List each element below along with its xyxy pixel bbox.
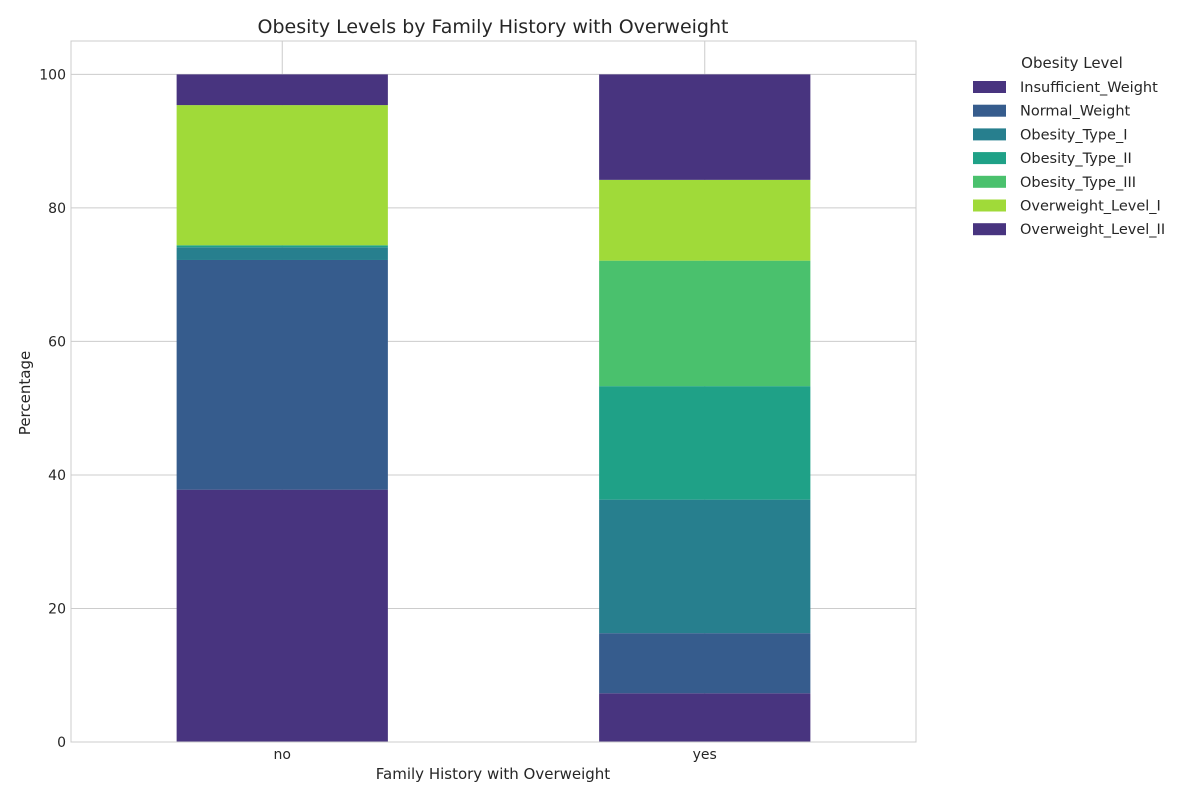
y-tick-label: 80: [48, 201, 66, 217]
bar-segment: [599, 179, 811, 261]
legend-label: Obesity_Type_II: [1020, 151, 1132, 167]
legend-swatch: [973, 81, 1006, 93]
axes: 0 20 40 60 80 100 no yes: [39, 40, 917, 763]
bar-segment: [599, 499, 811, 634]
y-axis-label: Percentage: [16, 351, 34, 435]
legend-label: Insufficient_Weight: [1020, 80, 1158, 96]
bar-segment: [599, 260, 811, 387]
legend-swatch: [973, 199, 1006, 212]
x-tick-label: no: [274, 747, 291, 763]
legend-label: Obesity_Type_III: [1020, 175, 1136, 191]
legend-swatch: [973, 152, 1006, 165]
y-tick-label: 0: [57, 735, 66, 751]
plot-frame: [70, 40, 917, 743]
bar-segment: [176, 489, 388, 742]
bar-segment: [599, 74, 811, 180]
legend-label: Overweight_Level_I: [1020, 199, 1161, 215]
legend: Insufficient_Weight Normal_Weight Obesity_…: [973, 80, 1165, 238]
bars: [176, 74, 811, 742]
y-tick-label: 20: [48, 601, 66, 617]
legend-label: Normal_Weight: [1020, 104, 1131, 120]
bar-segment: [599, 693, 811, 742]
x-axis-label: Family History with Overweight: [376, 765, 611, 783]
legend-swatch: [973, 223, 1006, 236]
bar-segment: [599, 386, 811, 500]
bar-segment: [176, 247, 388, 260]
legend-label: Overweight_Level_II: [1020, 222, 1165, 238]
bar-segment: [599, 633, 811, 694]
bar-segment: [176, 74, 388, 106]
legend-swatch: [973, 175, 1006, 188]
x-tick-label: yes: [693, 747, 717, 763]
chart-title: Obesity Levels by Family History with Ov…: [258, 16, 729, 38]
y-tick-label: 100: [39, 67, 66, 83]
legend-title: Obesity Level: [1021, 54, 1123, 72]
bar-segment: [176, 105, 388, 246]
legend-label: Obesity_Type_I: [1020, 127, 1127, 143]
legend-swatch: [973, 128, 1006, 141]
bar-segment: [176, 245, 388, 248]
y-tick-label: 60: [48, 334, 66, 350]
y-tick-label: 40: [48, 468, 66, 484]
bar-segment: [176, 259, 388, 490]
legend-swatch: [973, 104, 1006, 117]
